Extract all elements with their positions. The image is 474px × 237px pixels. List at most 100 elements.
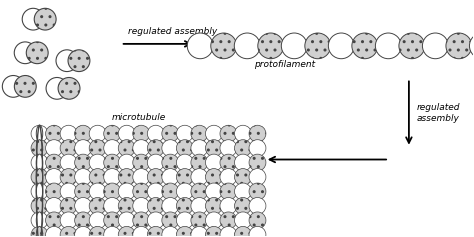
Circle shape [258, 33, 283, 59]
Circle shape [249, 212, 266, 229]
Circle shape [31, 226, 48, 237]
Circle shape [191, 169, 208, 185]
Circle shape [133, 154, 150, 171]
Circle shape [74, 140, 91, 156]
Circle shape [235, 197, 251, 214]
Circle shape [133, 125, 150, 142]
Circle shape [249, 226, 266, 237]
Circle shape [220, 183, 237, 200]
Circle shape [147, 154, 164, 171]
Circle shape [118, 183, 135, 200]
Circle shape [104, 212, 120, 229]
Circle shape [162, 140, 179, 156]
Circle shape [60, 154, 77, 171]
Circle shape [31, 154, 48, 171]
Circle shape [60, 197, 77, 214]
Circle shape [205, 197, 222, 214]
Circle shape [220, 140, 237, 156]
Circle shape [46, 154, 63, 171]
Circle shape [74, 169, 91, 185]
Circle shape [60, 169, 77, 185]
Circle shape [162, 226, 179, 237]
Circle shape [104, 226, 120, 237]
Circle shape [191, 125, 208, 142]
Circle shape [46, 140, 63, 156]
Circle shape [68, 50, 90, 72]
Circle shape [74, 125, 91, 142]
Circle shape [133, 183, 150, 200]
Circle shape [205, 226, 222, 237]
Circle shape [162, 154, 179, 171]
Circle shape [74, 154, 91, 171]
Circle shape [31, 140, 48, 156]
Circle shape [191, 140, 208, 156]
Circle shape [281, 33, 307, 59]
Circle shape [176, 140, 193, 156]
Circle shape [133, 226, 150, 237]
Circle shape [31, 183, 48, 200]
Circle shape [89, 154, 106, 171]
Circle shape [46, 183, 63, 200]
Circle shape [14, 76, 36, 97]
Text: microtubule: microtubule [111, 113, 166, 122]
Circle shape [211, 33, 237, 59]
Circle shape [220, 154, 237, 171]
Circle shape [60, 212, 77, 229]
Circle shape [89, 183, 106, 200]
Circle shape [235, 140, 251, 156]
Circle shape [104, 169, 120, 185]
Circle shape [205, 169, 222, 185]
Circle shape [249, 140, 266, 156]
Circle shape [133, 169, 150, 185]
Circle shape [249, 169, 266, 185]
Ellipse shape [36, 183, 43, 200]
Circle shape [74, 183, 91, 200]
Circle shape [118, 169, 135, 185]
Circle shape [191, 197, 208, 214]
Circle shape [191, 212, 208, 229]
Circle shape [46, 169, 63, 185]
Circle shape [205, 140, 222, 156]
Circle shape [446, 33, 472, 59]
Circle shape [104, 197, 120, 214]
Circle shape [60, 140, 77, 156]
Ellipse shape [36, 212, 43, 229]
Circle shape [56, 50, 78, 72]
Circle shape [26, 42, 48, 64]
Circle shape [46, 212, 63, 229]
Circle shape [176, 212, 193, 229]
Circle shape [162, 197, 179, 214]
Circle shape [176, 197, 193, 214]
Circle shape [191, 154, 208, 171]
Circle shape [147, 212, 164, 229]
Circle shape [235, 125, 251, 142]
Circle shape [104, 140, 120, 156]
Circle shape [118, 140, 135, 156]
Circle shape [118, 197, 135, 214]
Circle shape [147, 197, 164, 214]
Text: regulated assembly: regulated assembly [128, 27, 217, 36]
Circle shape [328, 33, 354, 59]
Ellipse shape [36, 197, 43, 214]
Circle shape [89, 140, 106, 156]
Circle shape [147, 226, 164, 237]
Text: protofilament: protofilament [254, 60, 315, 69]
Circle shape [249, 154, 266, 171]
Circle shape [2, 76, 24, 97]
Ellipse shape [36, 125, 43, 142]
Circle shape [191, 226, 208, 237]
Circle shape [104, 183, 120, 200]
Circle shape [133, 197, 150, 214]
Circle shape [469, 33, 474, 59]
Circle shape [147, 183, 164, 200]
Circle shape [187, 33, 213, 59]
Ellipse shape [36, 154, 43, 171]
Circle shape [46, 226, 63, 237]
Circle shape [176, 125, 193, 142]
Circle shape [74, 212, 91, 229]
Circle shape [249, 197, 266, 214]
Circle shape [235, 169, 251, 185]
Ellipse shape [36, 140, 43, 156]
Circle shape [220, 169, 237, 185]
Circle shape [191, 183, 208, 200]
